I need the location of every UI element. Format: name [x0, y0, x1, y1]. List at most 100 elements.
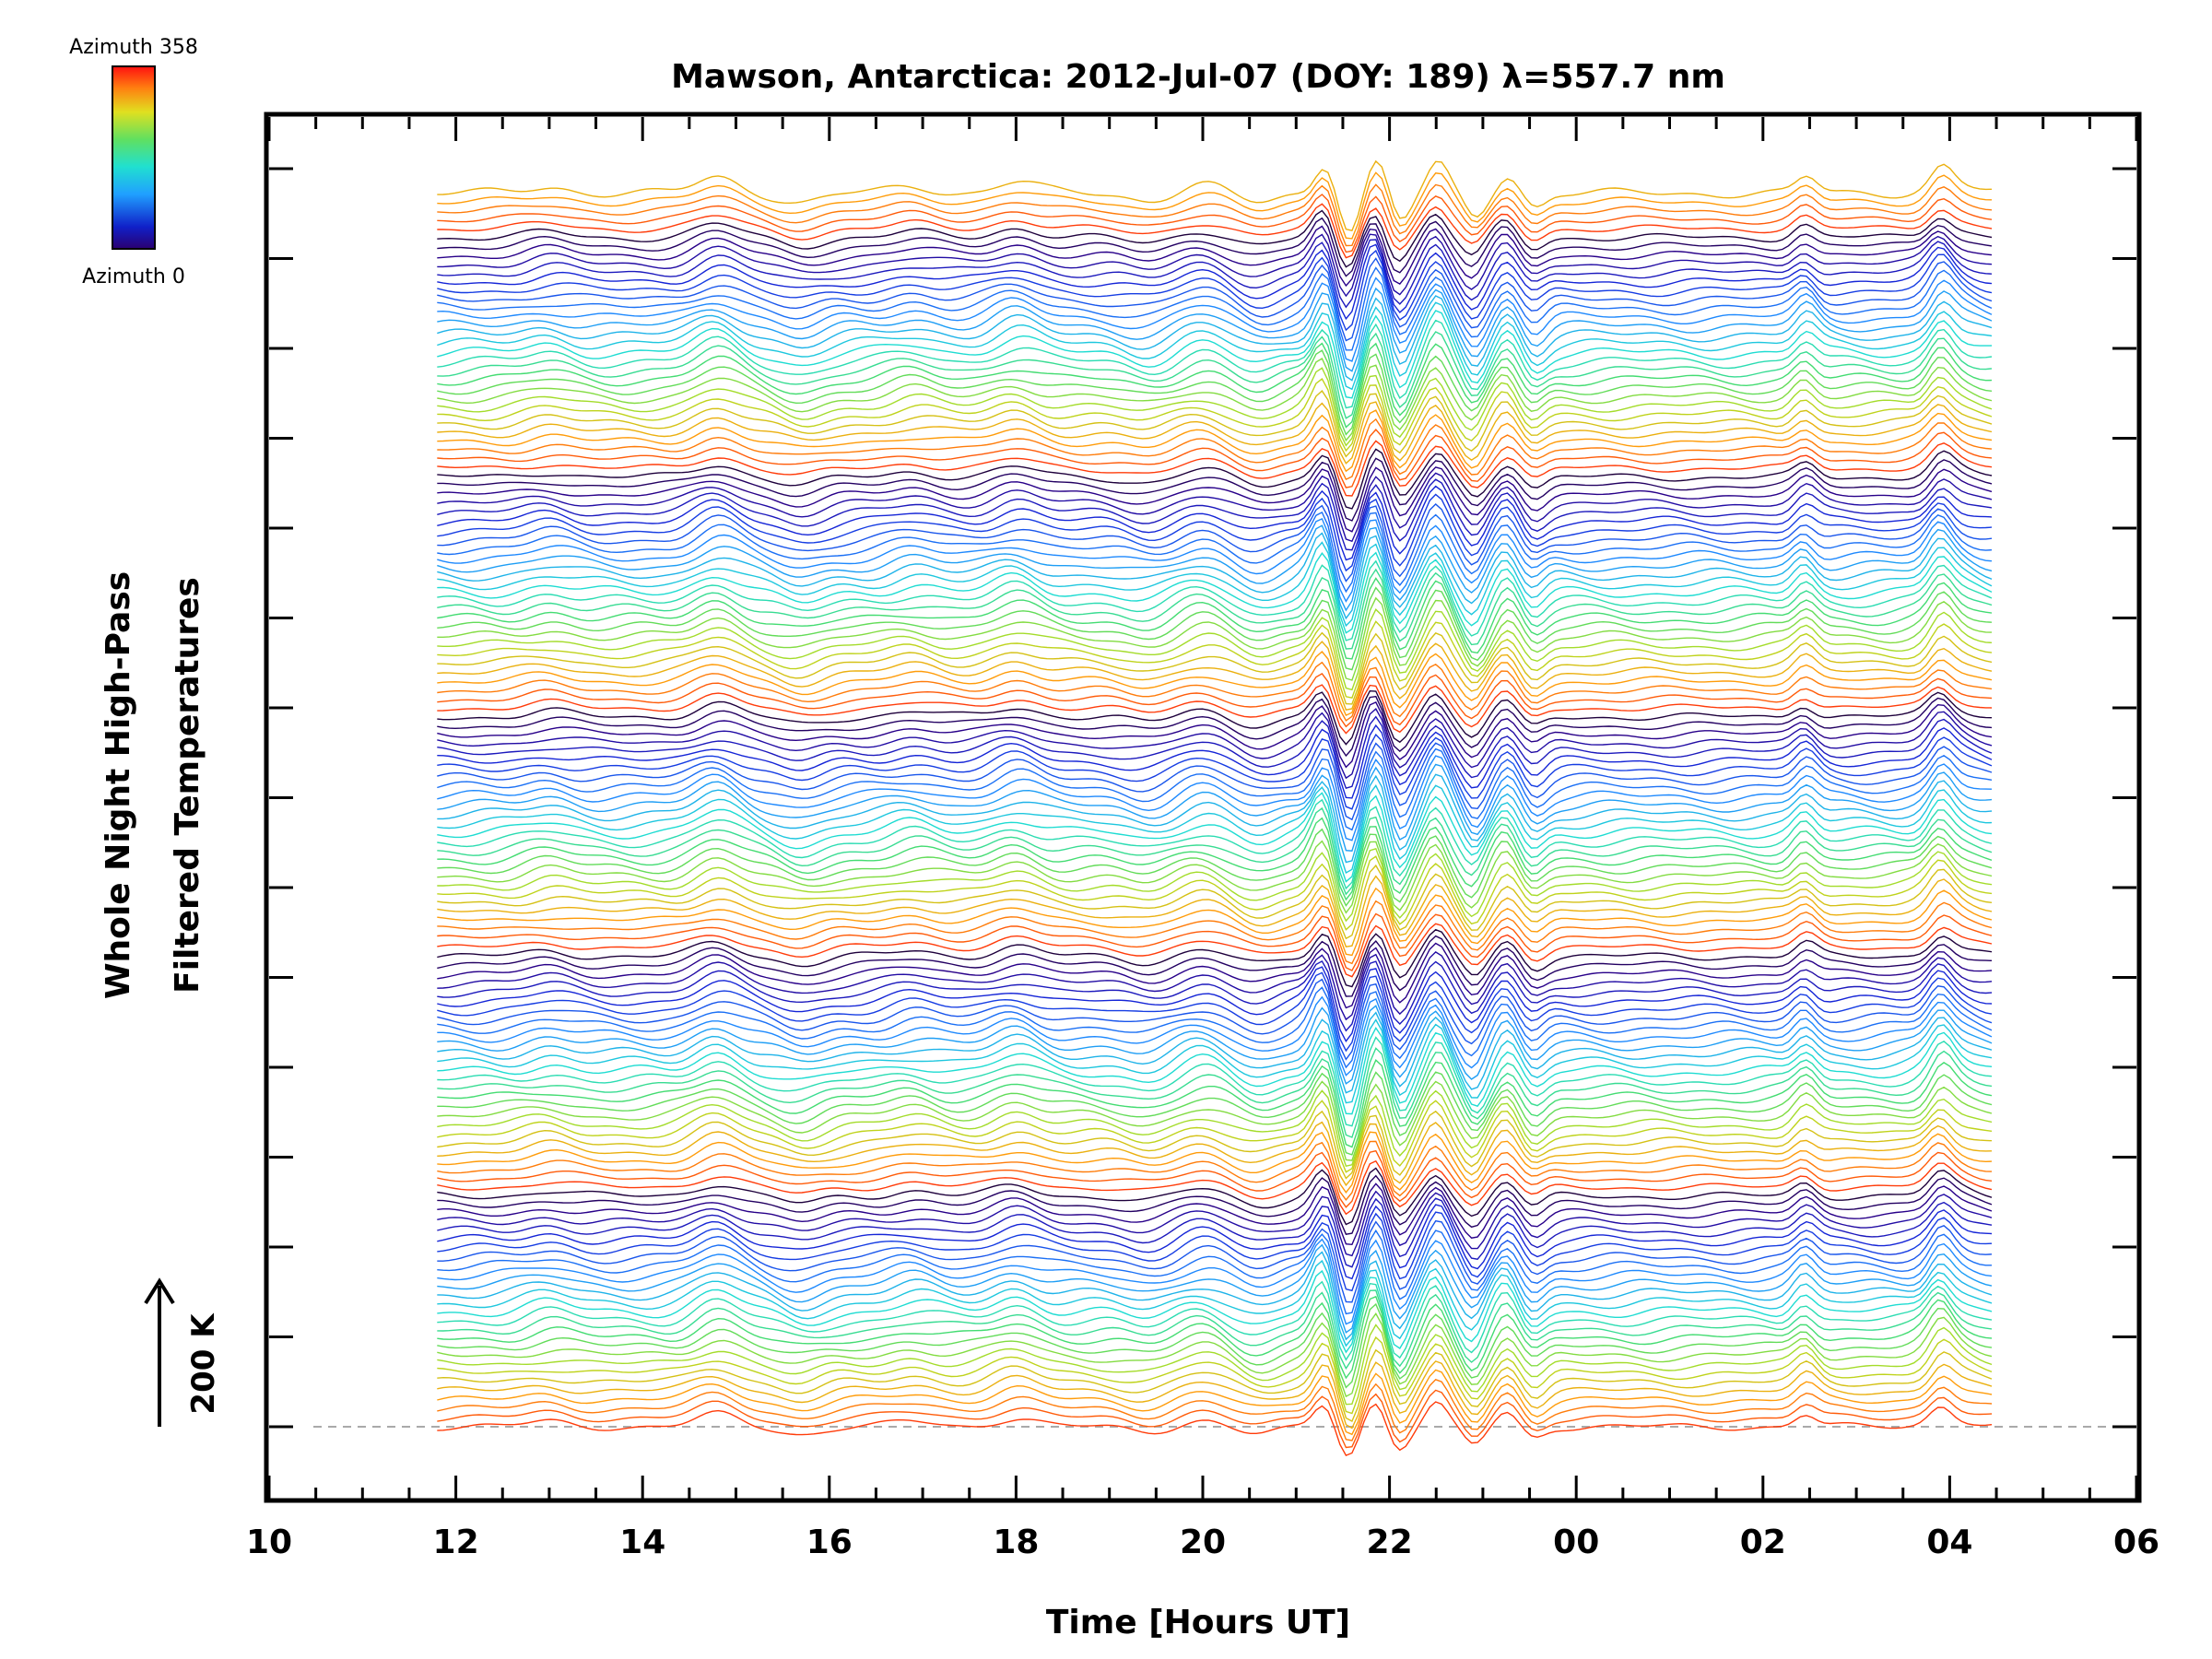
colorbar: Azimuth 358 Azimuth 0 [69, 36, 198, 288]
x-tick-label: 04 [1926, 1524, 1972, 1561]
series-line [437, 631, 1993, 705]
series-line [437, 747, 1993, 831]
series-line [437, 319, 1993, 409]
series-line [437, 1324, 1993, 1406]
series-line [437, 440, 1993, 497]
series-line [437, 1089, 1993, 1168]
x-tick-label: 10 [246, 1524, 292, 1561]
x-tick-label: 12 [433, 1524, 479, 1561]
series-line [437, 847, 1993, 923]
series-line [437, 503, 1993, 582]
series-line [437, 1149, 1993, 1208]
series-line [437, 784, 1993, 875]
series-line [437, 276, 1993, 362]
series-line [437, 485, 1993, 561]
series-line [437, 620, 1993, 700]
series-line [437, 1027, 1993, 1115]
series-line [437, 1211, 1993, 1292]
series-line [437, 608, 1993, 691]
series-line [437, 1289, 1993, 1371]
series-line [437, 1251, 1993, 1341]
series-line [437, 773, 1993, 864]
series-line [437, 217, 1993, 277]
chart-title: Mawson, Antarctica: 2012-Jul-07 (DOY: 18… [671, 58, 1725, 96]
series-line [437, 517, 1993, 603]
series-line [437, 707, 1993, 780]
series-line [437, 684, 1993, 735]
x-axis-label: Time [Hours UT] [1046, 1604, 1350, 1641]
series-line [437, 171, 1993, 240]
series-line [437, 1269, 1993, 1354]
series-line [437, 295, 1993, 382]
series-line [437, 511, 1993, 594]
series-line [437, 378, 1993, 453]
series-line [437, 900, 1993, 965]
series-line [437, 586, 1993, 671]
series-line [437, 935, 1993, 997]
series-line [437, 724, 1993, 799]
series-line [437, 551, 1993, 634]
series-line [437, 568, 1993, 650]
series-line [437, 875, 1993, 947]
series-line [437, 661, 1993, 722]
series-line [437, 1071, 1993, 1156]
x-tick-label: 14 [619, 1524, 665, 1561]
series-line [437, 472, 1993, 543]
series-line [437, 457, 1993, 522]
series-line [437, 429, 1993, 488]
y-axis-label: Whole Night High-Pass Filtered Temperatu… [100, 571, 206, 999]
series-line [437, 1335, 1993, 1415]
x-axis-tick-labels: 10 12 14 16 18 20 22 00 02 04 06 [246, 1524, 2159, 1561]
series-line [437, 257, 1993, 342]
series-line [437, 1121, 1993, 1187]
series-line [437, 466, 1993, 533]
series-group [437, 159, 1993, 1456]
series-line [437, 159, 1993, 232]
series-line [437, 1401, 1993, 1456]
series-line [437, 1348, 1993, 1422]
series-line [437, 995, 1993, 1077]
series-line [437, 840, 1993, 914]
series-line [437, 1059, 1993, 1148]
series-line [437, 493, 1993, 572]
series-line [437, 1238, 1993, 1325]
series-line [437, 1047, 1993, 1138]
series-line [437, 233, 1993, 298]
y-axis-label-line2: Filtered Temperatures [169, 577, 206, 994]
x-tick-label: 00 [1553, 1524, 1599, 1561]
series-line [437, 577, 1993, 660]
series-line [437, 478, 1993, 551]
series-line [437, 287, 1993, 372]
x-tick-label: 16 [806, 1524, 853, 1561]
series-line [437, 1360, 1993, 1430]
series-line [437, 1190, 1993, 1257]
series-line [437, 448, 1993, 510]
series-line [437, 1302, 1993, 1389]
series-line [437, 1018, 1993, 1104]
series-line [437, 887, 1993, 957]
series-line [437, 928, 1993, 988]
series-line [437, 310, 1993, 399]
series-line [437, 243, 1993, 321]
series-line [437, 225, 1993, 288]
series-line [437, 1243, 1993, 1334]
series-line [437, 959, 1993, 1032]
series-line [437, 1280, 1993, 1361]
x-tick-label: 20 [1180, 1524, 1226, 1561]
series-line [437, 695, 1993, 758]
series-line [437, 183, 1993, 247]
series-line [437, 203, 1993, 259]
series-line [437, 1295, 1993, 1380]
series-line [437, 1167, 1993, 1226]
series-line [437, 1378, 1993, 1441]
series-line [437, 923, 1993, 978]
series-line [437, 700, 1993, 769]
series-line [437, 912, 1993, 971]
series-line [437, 1011, 1993, 1094]
series-line [437, 742, 1993, 821]
series-line [437, 798, 1993, 890]
series-line [437, 1389, 1993, 1449]
series-line [437, 817, 1993, 901]
scale-bar-arrow-head [144, 1277, 175, 1305]
